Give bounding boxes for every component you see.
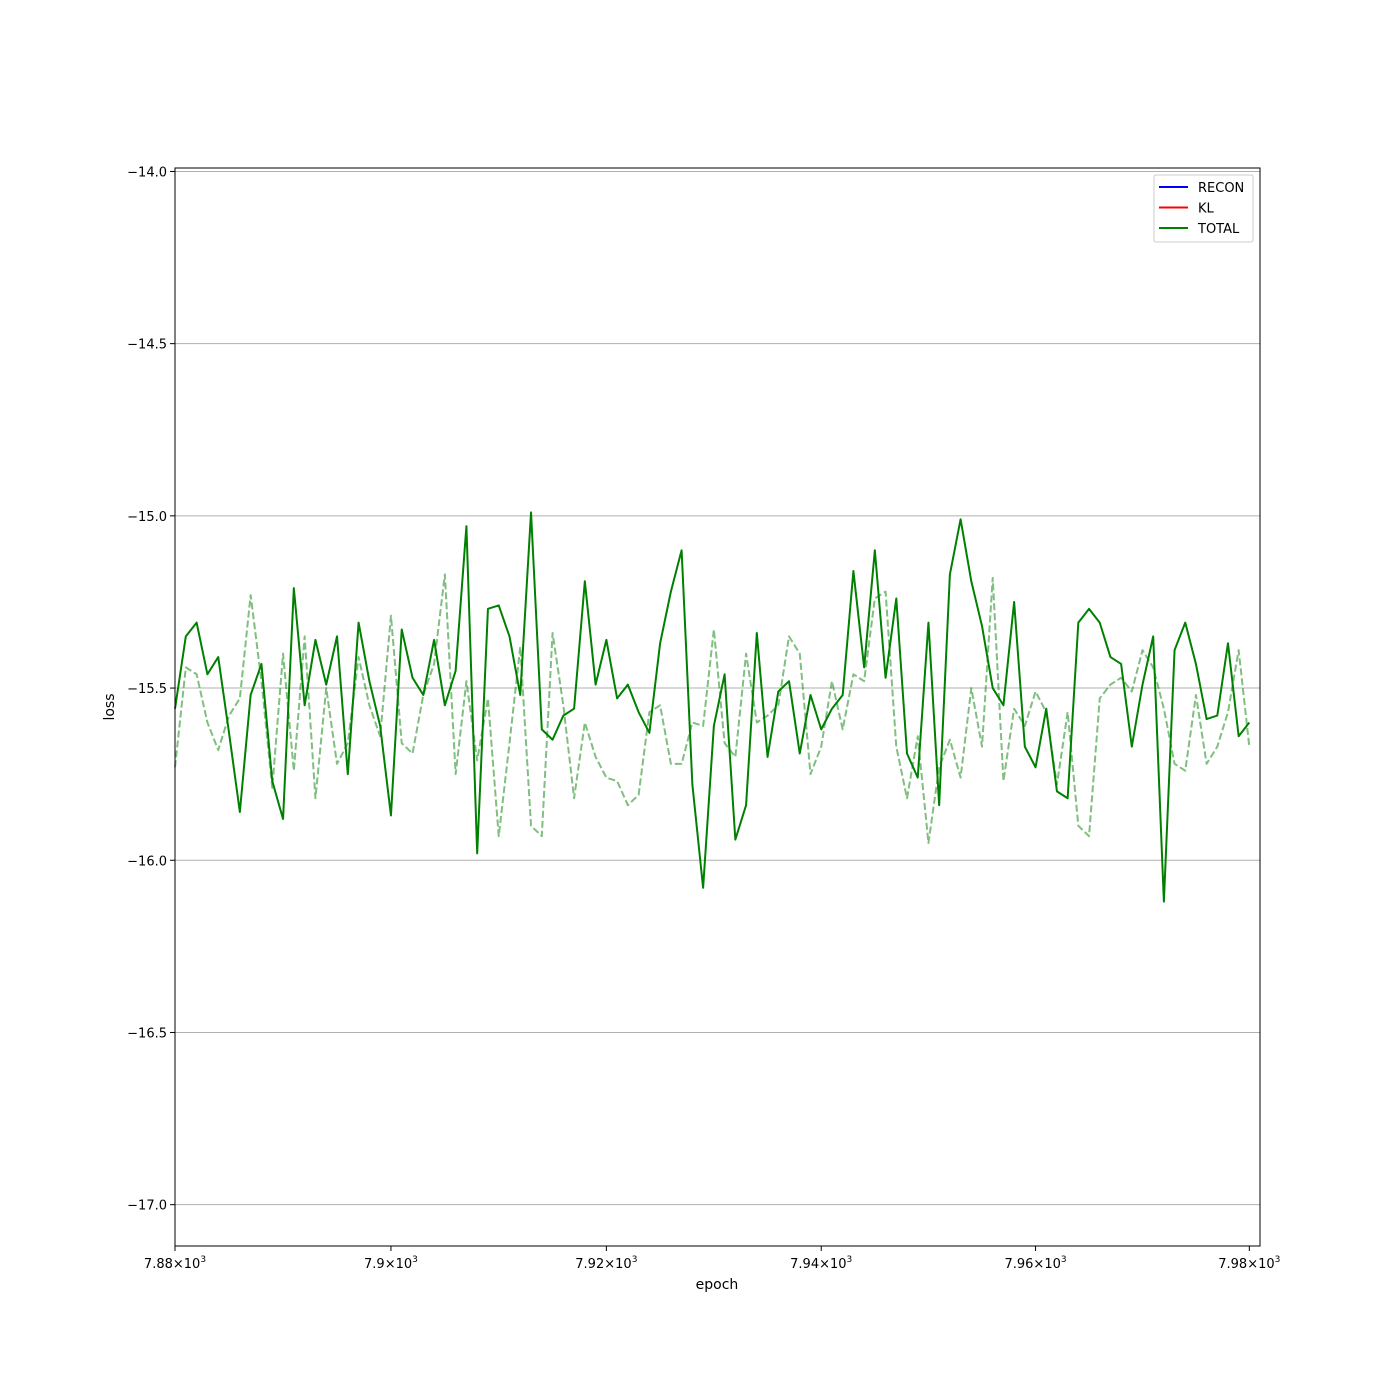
x-tick-exponent: 3	[412, 1255, 418, 1265]
x-tick-base: 10	[1258, 1257, 1275, 1272]
x-tick-times: ×	[385, 1257, 396, 1272]
y-tick-label: −15.0	[127, 510, 167, 525]
legend-label-total: TOTAL	[1197, 222, 1240, 237]
x-tick-label: 7.96×103	[1004, 1255, 1066, 1272]
x-tick-exponent: 3	[1275, 1255, 1281, 1265]
x-tick-base: 10	[615, 1257, 632, 1272]
x-tick-exponent: 3	[847, 1255, 853, 1265]
y-axis-label: loss	[102, 693, 118, 720]
legend-box	[1153, 174, 1254, 243]
legend: RECON KL TOTAL	[1153, 174, 1254, 243]
y-tick-label: −17.0	[127, 1199, 167, 1214]
x-tick-label: 7.9×103	[364, 1255, 418, 1272]
x-tick-exponent: 3	[632, 1255, 638, 1265]
legend-label-kl: KL	[1198, 202, 1215, 217]
x-tick-base: 10	[396, 1257, 413, 1272]
x-tick-exponent: 3	[1061, 1255, 1067, 1265]
x-tick-times: ×	[1247, 1257, 1258, 1272]
x-tick-times: ×	[1033, 1257, 1044, 1272]
x-tick-mantissa: 7.92	[575, 1257, 604, 1272]
x-tick-mantissa: 7.88	[144, 1257, 173, 1272]
y-tick-label: −15.5	[127, 682, 167, 697]
plot-frame	[174, 167, 1261, 1247]
x-axis: 7.88×103 7.9×103 7.92×103 7.94×103 7.96×103 7…	[144, 1246, 1280, 1272]
x-tick-base: 10	[830, 1257, 847, 1272]
y-axis: −14.0 −14.5 −15.0 −15.5 −16.0 −16.5 −17.0	[127, 165, 175, 1214]
grid	[175, 170, 1260, 1206]
y-tick-label: −14.5	[127, 338, 167, 353]
x-axis-label: epoch	[696, 1277, 739, 1293]
x-tick-label: 7.92×103	[575, 1255, 637, 1272]
x-tick-times: ×	[604, 1257, 615, 1272]
y-tick-label: −14.0	[127, 165, 167, 180]
x-tick-mantissa: 7.98	[1218, 1257, 1247, 1272]
series-line-total	[174, 511, 1251, 903]
y-tick-label: −16.5	[127, 1026, 167, 1041]
x-tick-label: 7.94×103	[790, 1255, 852, 1272]
legend-label-recon: RECON	[1198, 181, 1244, 196]
x-tick-mantissa: 7.96	[1004, 1257, 1033, 1272]
x-tick-mantissa: 7.9	[364, 1257, 385, 1272]
y-tick-label: −16.0	[127, 854, 167, 869]
x-tick-label: 7.88×103	[144, 1255, 206, 1272]
x-tick-label: 7.98×103	[1218, 1255, 1280, 1272]
x-tick-mantissa: 7.94	[790, 1257, 819, 1272]
series-layer	[174, 511, 1251, 903]
x-tick-base: 10	[1044, 1257, 1061, 1272]
x-tick-times: ×	[173, 1257, 184, 1272]
x-tick-times: ×	[819, 1257, 830, 1272]
x-tick-base: 10	[184, 1257, 201, 1272]
x-tick-exponent: 3	[200, 1255, 206, 1265]
